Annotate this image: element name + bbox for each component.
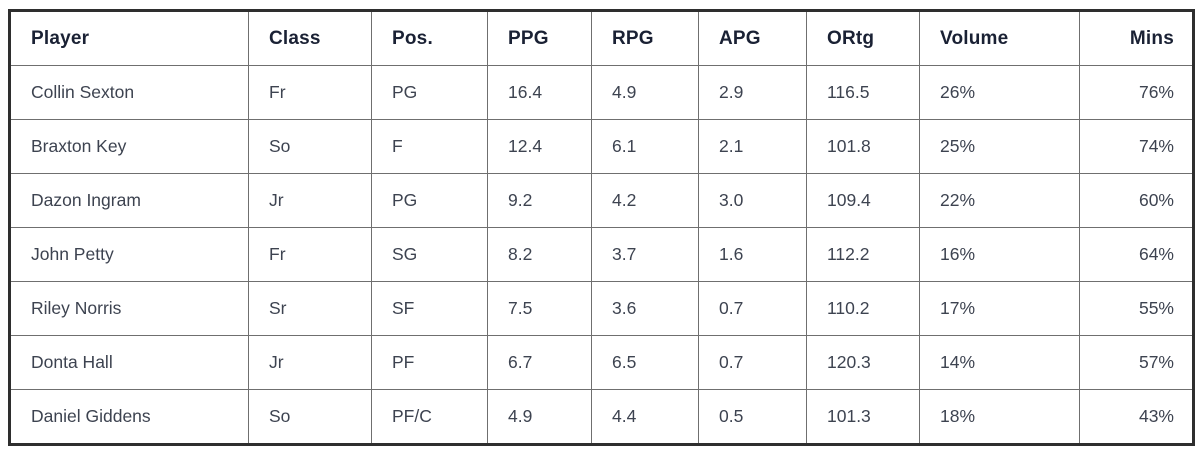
cell-ortg: 116.5: [806, 65, 920, 120]
cell-apg: 3.0: [698, 173, 807, 228]
header-cell-player: Player: [9, 10, 249, 66]
header-cell-rpg: RPG: [591, 10, 699, 66]
cell-ppg: 8.2: [487, 227, 592, 282]
cell-player: Braxton Key: [9, 119, 249, 174]
cell-apg: 2.1: [698, 119, 807, 174]
cell-ppg: 16.4: [487, 65, 592, 120]
cell-volume: 25%: [919, 119, 1080, 174]
cell-rpg: 4.9: [591, 65, 699, 120]
cell-pos: PG: [371, 173, 488, 228]
cell-rpg: 4.4: [591, 389, 699, 445]
table-row: Braxton Key So F 12.4 6.1 2.1 101.8 25% …: [9, 119, 1194, 174]
cell-rpg: 3.6: [591, 281, 699, 336]
cell-ppg: 6.7: [487, 335, 592, 390]
cell-volume: 16%: [919, 227, 1080, 282]
cell-mins: 64%: [1079, 227, 1194, 282]
cell-pos: SG: [371, 227, 488, 282]
cell-class: Fr: [248, 65, 372, 120]
cell-volume: 26%: [919, 65, 1080, 120]
cell-rpg: 6.5: [591, 335, 699, 390]
header-cell-volume: Volume: [919, 10, 1080, 66]
table-row: Collin Sexton Fr PG 16.4 4.9 2.9 116.5 2…: [9, 65, 1194, 120]
cell-class: So: [248, 119, 372, 174]
header-cell-pos: Pos.: [371, 10, 488, 66]
table-row: Daniel Giddens So PF/C 4.9 4.4 0.5 101.3…: [9, 389, 1194, 445]
cell-class: Sr: [248, 281, 372, 336]
cell-class: Jr: [248, 173, 372, 228]
table-row: John Petty Fr SG 8.2 3.7 1.6 112.2 16% 6…: [9, 227, 1194, 282]
cell-ortg: 109.4: [806, 173, 920, 228]
header-cell-ppg: PPG: [487, 10, 592, 66]
cell-volume: 22%: [919, 173, 1080, 228]
cell-apg: 0.7: [698, 281, 807, 336]
cell-rpg: 4.2: [591, 173, 699, 228]
player-stats-table: Player Class Pos. PPG RPG APG ORtg Volum…: [8, 9, 1195, 446]
cell-player: Donta Hall: [9, 335, 249, 390]
cell-apg: 2.9: [698, 65, 807, 120]
cell-player: John Petty: [9, 227, 249, 282]
cell-pos: PF/C: [371, 389, 488, 445]
cell-apg: 1.6: [698, 227, 807, 282]
cell-ortg: 112.2: [806, 227, 920, 282]
table-row: Riley Norris Sr SF 7.5 3.6 0.7 110.2 17%…: [9, 281, 1194, 336]
cell-mins: 76%: [1079, 65, 1194, 120]
header-cell-apg: APG: [698, 10, 807, 66]
cell-class: Jr: [248, 335, 372, 390]
cell-ortg: 101.8: [806, 119, 920, 174]
cell-ppg: 12.4: [487, 119, 592, 174]
cell-volume: 18%: [919, 389, 1080, 445]
header-cell-class: Class: [248, 10, 372, 66]
cell-mins: 60%: [1079, 173, 1194, 228]
cell-pos: PG: [371, 65, 488, 120]
cell-pos: SF: [371, 281, 488, 336]
cell-rpg: 6.1: [591, 119, 699, 174]
cell-mins: 55%: [1079, 281, 1194, 336]
cell-pos: F: [371, 119, 488, 174]
cell-ortg: 120.3: [806, 335, 920, 390]
cell-player: Dazon Ingram: [9, 173, 249, 228]
header-row: Player Class Pos. PPG RPG APG ORtg Volum…: [9, 10, 1194, 66]
cell-mins: 74%: [1079, 119, 1194, 174]
cell-pos: PF: [371, 335, 488, 390]
cell-rpg: 3.7: [591, 227, 699, 282]
cell-ortg: 110.2: [806, 281, 920, 336]
cell-class: So: [248, 389, 372, 445]
cell-apg: 0.5: [698, 389, 807, 445]
cell-volume: 14%: [919, 335, 1080, 390]
cell-apg: 0.7: [698, 335, 807, 390]
header-cell-mins: Mins: [1079, 10, 1194, 66]
cell-ppg: 9.2: [487, 173, 592, 228]
cell-player: Daniel Giddens: [9, 389, 249, 445]
cell-class: Fr: [248, 227, 372, 282]
cell-mins: 57%: [1079, 335, 1194, 390]
cell-ppg: 4.9: [487, 389, 592, 445]
table-row: Dazon Ingram Jr PG 9.2 4.2 3.0 109.4 22%…: [9, 173, 1194, 228]
cell-player: Riley Norris: [9, 281, 249, 336]
table-row: Donta Hall Jr PF 6.7 6.5 0.7 120.3 14% 5…: [9, 335, 1194, 390]
cell-volume: 17%: [919, 281, 1080, 336]
header-cell-ortg: ORtg: [806, 10, 920, 66]
cell-ortg: 101.3: [806, 389, 920, 445]
cell-player: Collin Sexton: [9, 65, 249, 120]
cell-mins: 43%: [1079, 389, 1194, 445]
cell-ppg: 7.5: [487, 281, 592, 336]
